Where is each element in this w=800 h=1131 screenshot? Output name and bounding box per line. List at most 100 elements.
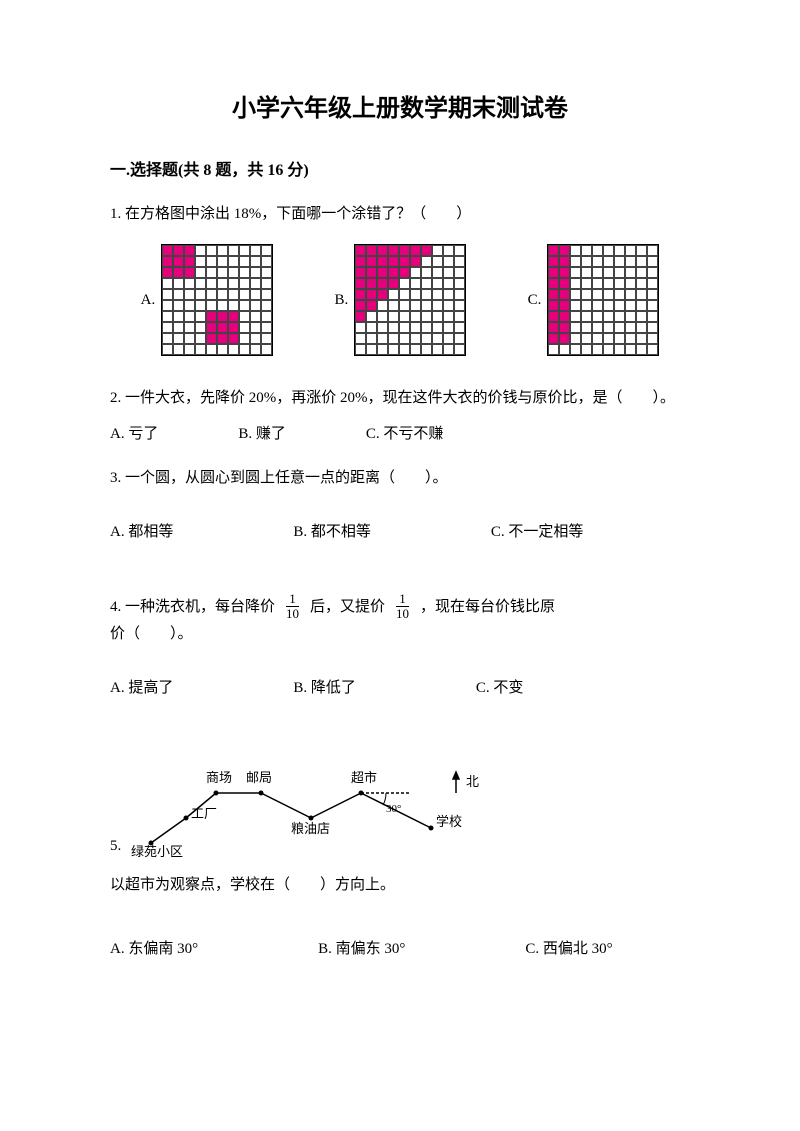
grid-cell: [217, 245, 228, 256]
grid-cell: [261, 333, 272, 344]
question-4: 4. 一种洗衣机，每台降价 1 10 后，又提价 1 10 ，现在每台价钱比原 …: [110, 592, 690, 700]
grid-cell: [239, 344, 250, 355]
grid-cell: [355, 344, 366, 355]
grid-cell: [454, 333, 465, 344]
grid-cell: [217, 256, 228, 267]
grid-cell: [443, 333, 454, 344]
q1-option-a: A.: [141, 244, 274, 356]
grid-cell: [410, 245, 421, 256]
grid-cell: [162, 289, 173, 300]
grid-cell: [399, 311, 410, 322]
grid-cell: [636, 311, 647, 322]
grid-cell: [206, 333, 217, 344]
q2-opt-c: C. 不亏不赚: [366, 422, 444, 446]
grid-cell: [388, 245, 399, 256]
grid-cell: [559, 322, 570, 333]
grid-cell: [366, 311, 377, 322]
grid-cell: [399, 333, 410, 344]
grid-cell: [162, 278, 173, 289]
grid-cell: [184, 256, 195, 267]
grid-cell: [410, 322, 421, 333]
grid-cell: [184, 267, 195, 278]
map-label-chaoshi: 超市: [351, 770, 377, 785]
grid-cell: [250, 278, 261, 289]
grid-cell: [410, 278, 421, 289]
grid-cell: [377, 311, 388, 322]
grid-cell: [614, 289, 625, 300]
grid-cell: [261, 256, 272, 267]
grid-cell: [228, 289, 239, 300]
frac1-num: 1: [286, 592, 299, 607]
grid-cell: [250, 344, 261, 355]
grid-cell: [195, 311, 206, 322]
grid-cell: [195, 256, 206, 267]
grid-cell: [173, 344, 184, 355]
grid-cell: [625, 245, 636, 256]
grid-cell: [592, 322, 603, 333]
grid-cell: [581, 344, 592, 355]
grid-cell: [570, 289, 581, 300]
grid-cell: [184, 344, 195, 355]
grid-cell: [559, 300, 570, 311]
grid-cell: [377, 322, 388, 333]
fraction-1: 1 10: [283, 592, 302, 622]
map-diagram: 商场 邮局 超市 工厂 粮油店 学校 绿苑小区 30° 北: [131, 768, 511, 858]
grid-cell: [228, 256, 239, 267]
grid-cell: [592, 278, 603, 289]
q1-option-c: C.: [528, 244, 660, 356]
grid-cell: [195, 300, 206, 311]
grid-cell: [603, 278, 614, 289]
grid-cell: [184, 245, 195, 256]
grid-cell: [388, 267, 399, 278]
grid-cell: [432, 256, 443, 267]
grid-cell: [581, 267, 592, 278]
grid-cell: [261, 245, 272, 256]
grid-cell: [603, 311, 614, 322]
grid-cell: [388, 344, 399, 355]
grid-cell: [250, 322, 261, 333]
q5-opt-b: B. 南偏东 30°: [318, 937, 405, 961]
grid-cell: [625, 278, 636, 289]
q4-opt-b: B. 降低了: [293, 676, 356, 700]
grid-cell: [195, 344, 206, 355]
grid-cell: [250, 267, 261, 278]
grid-cell: [388, 333, 399, 344]
grid-cell: [261, 278, 272, 289]
grid-cell: [432, 311, 443, 322]
q3-opt-c: C. 不一定相等: [491, 520, 584, 544]
grid-cell: [355, 322, 366, 333]
grid-cell: [355, 267, 366, 278]
grid-cell: [228, 322, 239, 333]
grid-cell: [173, 267, 184, 278]
grid-cell: [377, 344, 388, 355]
grid-cell: [647, 322, 658, 333]
grid-cell: [366, 322, 377, 333]
grid-cell: [559, 278, 570, 289]
grid-cell: [570, 256, 581, 267]
grid-cell: [410, 289, 421, 300]
map-label-shangchang: 商场: [206, 770, 232, 785]
grid-cell: [636, 267, 647, 278]
q4-text-line1: 4. 一种洗衣机，每台降价 1 10 后，又提价 1 10 ，现在每台价钱比原: [110, 592, 690, 622]
grid-cell: [592, 256, 603, 267]
grid-cell: [366, 289, 377, 300]
grid-cell: [377, 256, 388, 267]
grid-cell: [195, 333, 206, 344]
grid-cell: [581, 278, 592, 289]
grid-cell: [570, 300, 581, 311]
grid-cell: [647, 256, 658, 267]
grid-cell: [443, 256, 454, 267]
grid-cell: [355, 300, 366, 311]
grid-cell: [581, 245, 592, 256]
section-header: 一.选择题(共 8 题，共 16 分): [110, 158, 690, 184]
grid-cell: [217, 289, 228, 300]
grid-cell: [173, 333, 184, 344]
grid-cell: [195, 289, 206, 300]
grid-cell: [250, 245, 261, 256]
grid-cell: [603, 333, 614, 344]
grid-cell: [443, 289, 454, 300]
q4-suffix: ，现在每台价钱比原: [420, 595, 555, 619]
grid-cell: [184, 278, 195, 289]
grid-cell: [228, 245, 239, 256]
grid-cell: [162, 256, 173, 267]
